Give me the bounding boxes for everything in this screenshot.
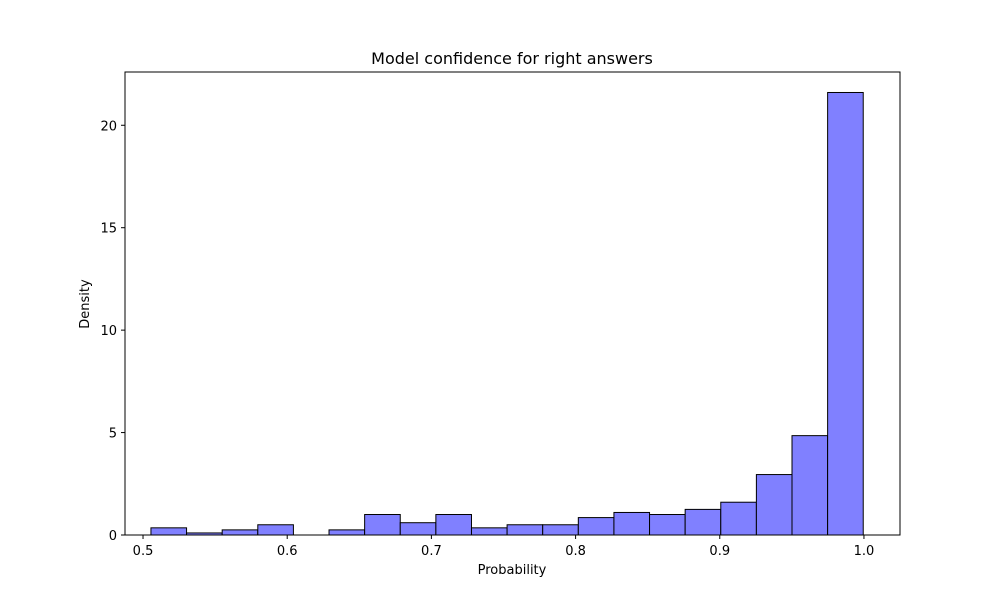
histogram-bar (257, 524, 294, 536)
histogram-bar (328, 529, 366, 536)
x-tick-label: 0.5 (133, 544, 154, 559)
histogram-bar (649, 514, 686, 536)
x-tick-label: 0.9 (709, 544, 730, 559)
x-tick-label: 0.7 (421, 544, 442, 559)
histogram-bar (613, 511, 651, 536)
y-axis-ticks: 0 5 10 15 20 (100, 119, 125, 544)
bars-group (150, 91, 864, 536)
y-tick-label: 5 (109, 427, 117, 442)
y-tick-label: 20 (100, 119, 117, 134)
y-tick-label: 0 (109, 529, 117, 544)
histogram-bar (755, 474, 793, 536)
histogram-bar (542, 524, 579, 536)
y-tick-label: 10 (100, 324, 117, 339)
x-tick-label: 0.8 (565, 544, 586, 559)
histogram-bar (506, 524, 544, 536)
x-tick-label: 1.0 (854, 544, 875, 559)
histogram-bar (684, 508, 722, 536)
histogram-bar (577, 517, 615, 536)
chart-title: Model confidence for right answers (371, 49, 653, 68)
y-axis-label: Density (78, 279, 93, 329)
plot-frame (124, 71, 901, 536)
histogram-bar (435, 514, 472, 536)
histogram-bar (150, 527, 188, 536)
x-axis-label: Probability (478, 563, 547, 578)
histogram-bar (791, 435, 829, 536)
histogram-bar (827, 91, 864, 536)
histogram-bar (221, 529, 259, 536)
x-axis-ticks: 0.5 0.6 0.7 0.8 0.9 1.0 (133, 535, 875, 559)
y-tick-label: 15 (100, 222, 117, 237)
histogram-bar (470, 527, 508, 536)
histogram-bar (364, 514, 401, 536)
x-tick-label: 0.6 (277, 544, 298, 559)
histogram-bar (720, 501, 757, 536)
histogram-bar (399, 522, 437, 536)
